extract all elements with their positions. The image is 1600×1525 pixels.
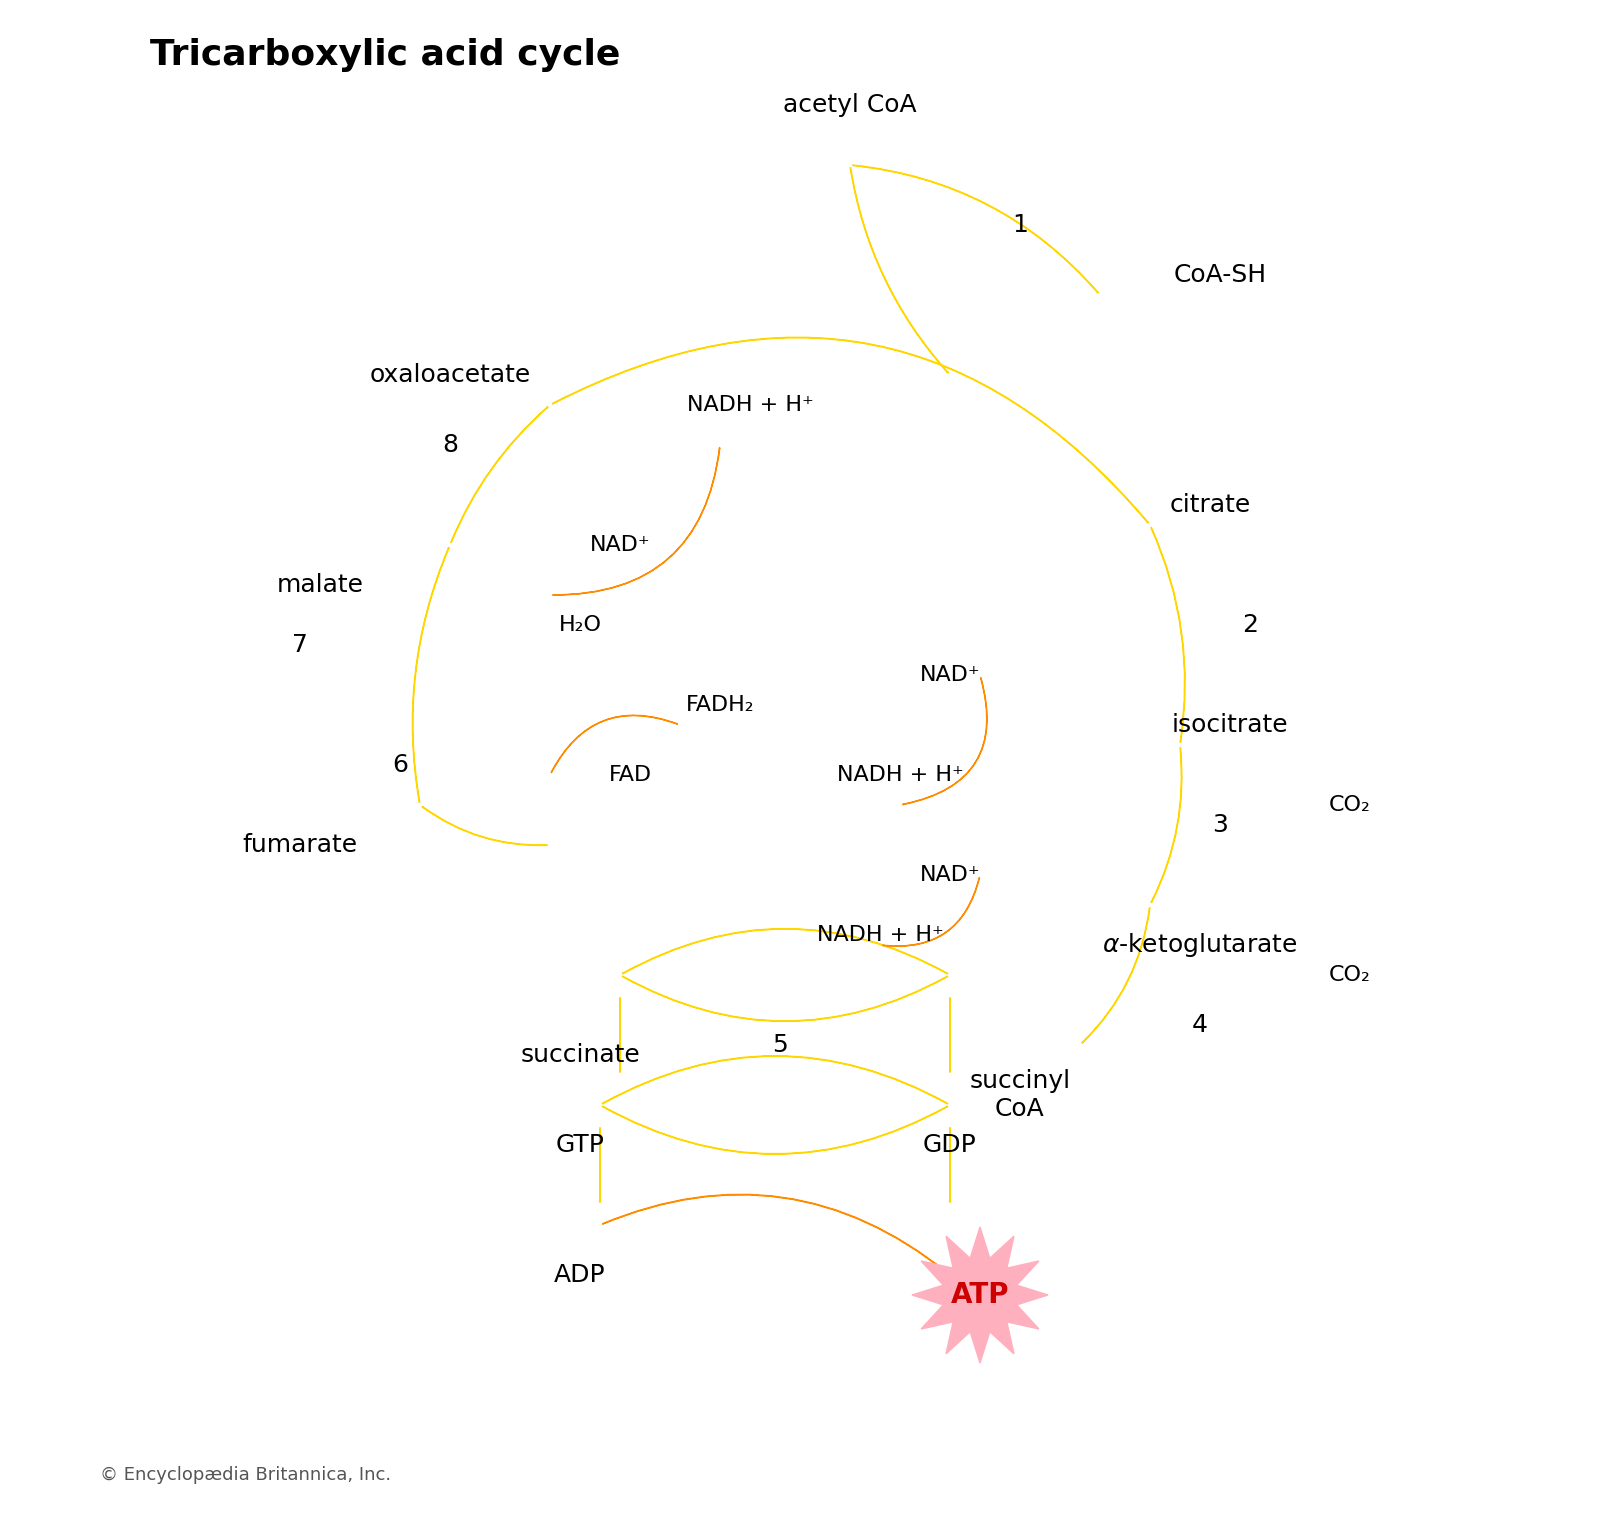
FancyArrowPatch shape: [552, 337, 1149, 523]
Text: fumarate: fumarate: [243, 833, 357, 857]
Text: 1: 1: [1013, 214, 1027, 236]
FancyArrowPatch shape: [603, 1194, 947, 1273]
Text: oxaloacetate: oxaloacetate: [370, 363, 531, 387]
Text: 8: 8: [442, 433, 458, 458]
Text: acetyl CoA: acetyl CoA: [782, 93, 917, 117]
Text: NADH + H⁺: NADH + H⁺: [816, 926, 944, 946]
Polygon shape: [912, 1228, 1048, 1363]
Text: Tricarboxylic acid cycle: Tricarboxylic acid cycle: [150, 38, 621, 72]
Text: 5: 5: [773, 1032, 787, 1057]
Text: CoA-SH: CoA-SH: [1173, 262, 1267, 287]
Text: 7: 7: [293, 633, 307, 657]
FancyArrowPatch shape: [622, 976, 947, 1022]
FancyArrowPatch shape: [883, 878, 979, 947]
FancyArrowPatch shape: [550, 715, 677, 773]
Text: GDP: GDP: [923, 1133, 978, 1157]
FancyArrowPatch shape: [602, 1106, 947, 1154]
Text: citrate: citrate: [1170, 493, 1251, 517]
Text: H₂O: H₂O: [558, 615, 602, 634]
FancyArrowPatch shape: [603, 1055, 947, 1104]
Text: 6: 6: [392, 753, 408, 778]
Text: NAD⁺: NAD⁺: [920, 665, 981, 685]
Text: 4: 4: [1192, 1013, 1208, 1037]
Text: GTP: GTP: [555, 1133, 605, 1157]
FancyArrowPatch shape: [1082, 907, 1150, 1043]
Text: CO₂: CO₂: [1330, 795, 1371, 814]
Text: NAD⁺: NAD⁺: [590, 535, 650, 555]
Text: NADH + H⁺: NADH + H⁺: [686, 395, 813, 415]
Text: ADP: ADP: [554, 1263, 606, 1287]
FancyArrowPatch shape: [1150, 528, 1186, 743]
Text: isocitrate: isocitrate: [1171, 714, 1288, 737]
Text: malate: malate: [277, 573, 363, 596]
Text: $\alpha$-ketoglutarate: $\alpha$-ketoglutarate: [1102, 930, 1298, 959]
Text: NADH + H⁺: NADH + H⁺: [837, 766, 963, 785]
FancyArrowPatch shape: [552, 448, 720, 595]
Text: 3: 3: [1213, 813, 1227, 837]
FancyArrowPatch shape: [451, 407, 547, 543]
FancyArrowPatch shape: [622, 929, 947, 974]
Text: succinate: succinate: [520, 1043, 640, 1068]
FancyArrowPatch shape: [1150, 747, 1182, 903]
Text: FADH₂: FADH₂: [686, 695, 754, 715]
FancyArrowPatch shape: [422, 807, 547, 845]
Text: ATP: ATP: [950, 1281, 1010, 1308]
FancyArrowPatch shape: [413, 547, 450, 802]
FancyArrowPatch shape: [853, 165, 1098, 293]
Text: NAD⁺: NAD⁺: [920, 865, 981, 884]
Text: © Encyclopædia Britannica, Inc.: © Encyclopædia Britannica, Inc.: [99, 1466, 390, 1484]
FancyArrowPatch shape: [850, 168, 949, 374]
FancyArrowPatch shape: [902, 677, 987, 805]
Text: FAD: FAD: [608, 766, 651, 785]
Text: 2: 2: [1242, 613, 1258, 637]
Text: succinyl
CoA: succinyl CoA: [970, 1069, 1070, 1121]
Text: CO₂: CO₂: [1330, 965, 1371, 985]
